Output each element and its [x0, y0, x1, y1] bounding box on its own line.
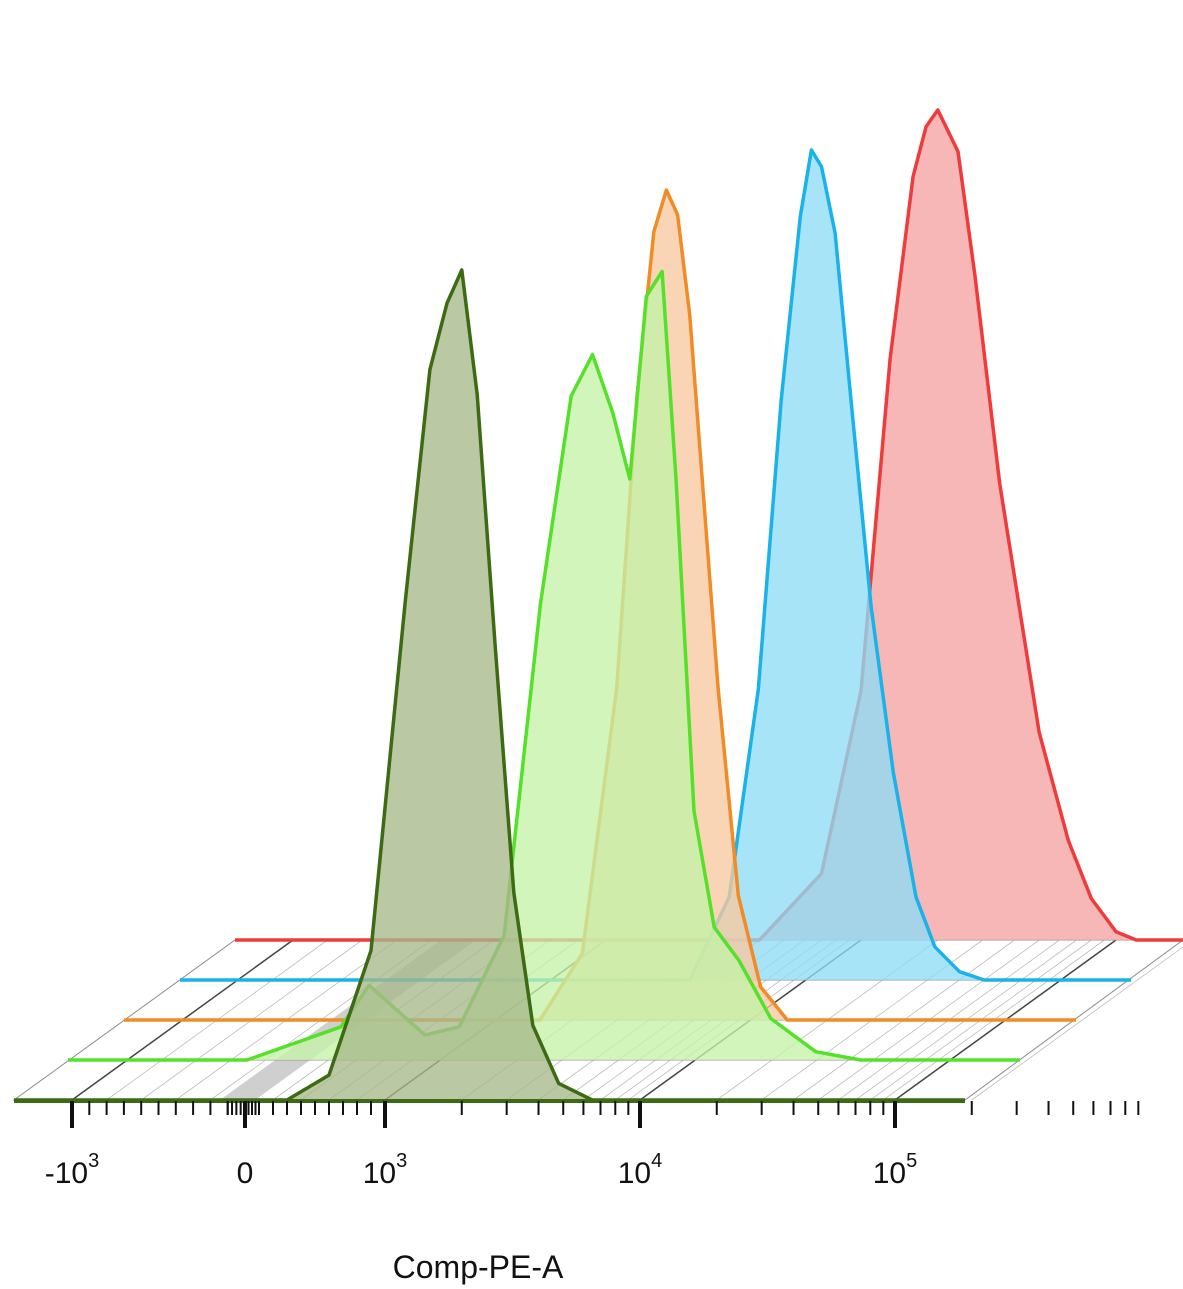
x-axis: -103 0 103 104 105: [14, 1099, 1140, 1190]
histogram-series: [14, 108, 1183, 1102]
x-tick-label: 104: [618, 1150, 663, 1190]
series-fill: [68, 271, 1020, 1060]
x-axis-title: Comp-PE-A: [393, 1249, 564, 1285]
series-line: [180, 148, 1131, 982]
series-fill: [235, 110, 1183, 940]
grid-line: [971, 946, 1183, 1101]
x-tick-label: 105: [873, 1150, 918, 1190]
series-fill: [14, 270, 965, 1100]
x-tick-label: 103: [363, 1150, 408, 1190]
series-line: [14, 268, 965, 1102]
x-tick-label: 0: [237, 1157, 254, 1190]
x-tick-label: -103: [45, 1150, 99, 1190]
